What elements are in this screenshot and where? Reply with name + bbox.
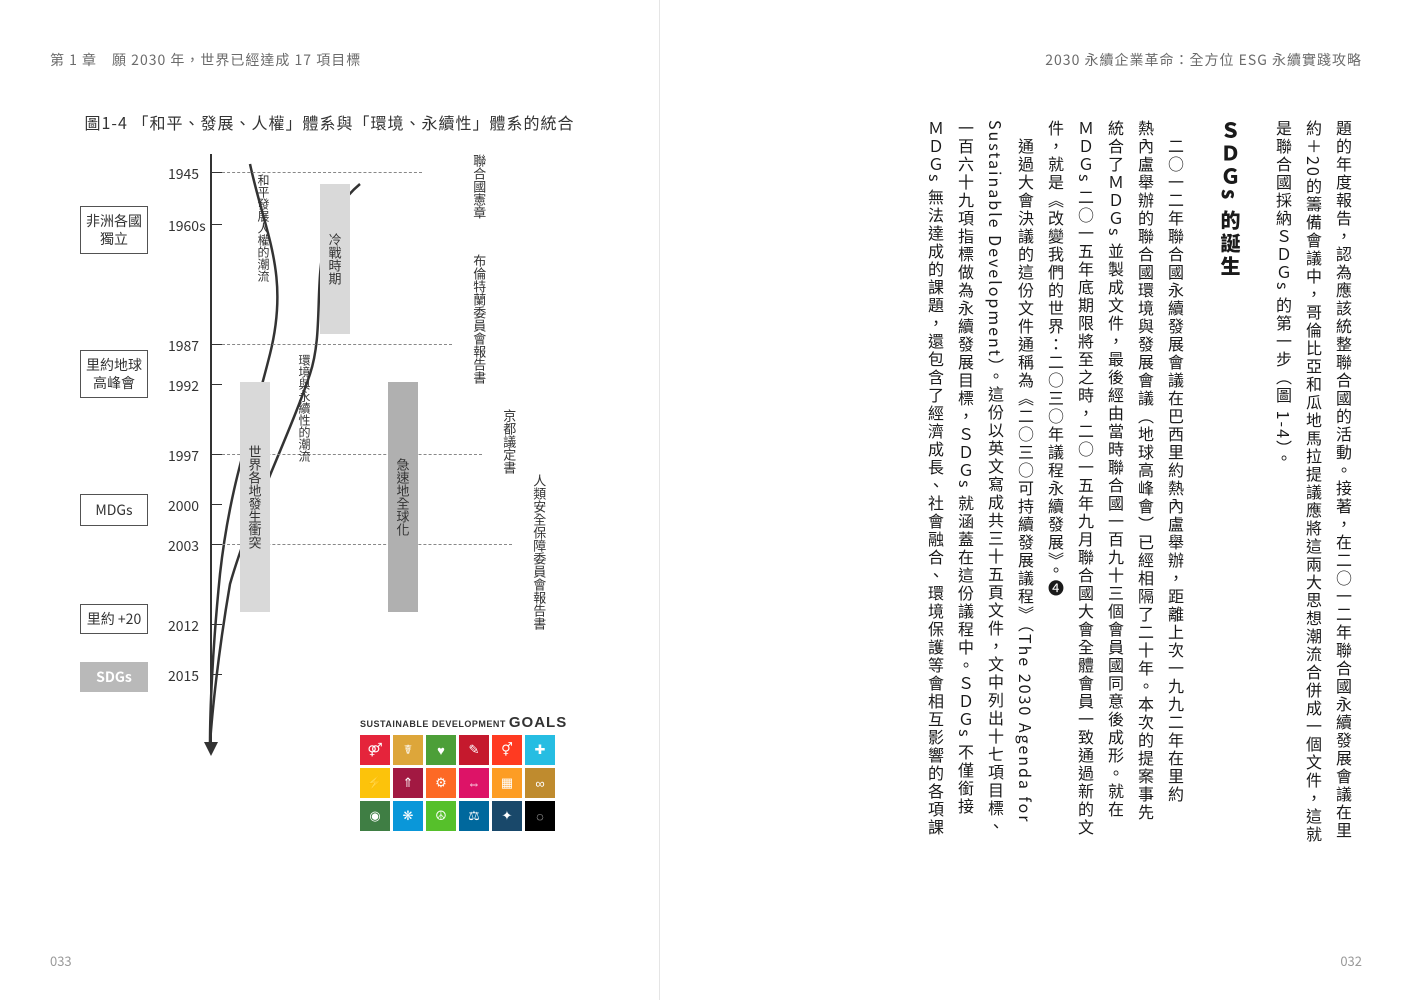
tick	[210, 674, 222, 675]
sdg-tile: ⚙	[426, 768, 456, 798]
body-column: 通過大會決議的這份文件通稱為《二○三○可持續發展議程》（The 2030 Age…	[1018, 120, 1034, 880]
sdg-grid: ⚤☤♥✎⚥✚ ⚡⇑⚙⇔▦∞ ◉❋☮⚖✦◌	[360, 735, 590, 831]
vertical-box: 急速地全球化	[388, 382, 418, 612]
year-label: 2015	[168, 666, 199, 686]
sdg-tile: ⚡	[360, 768, 390, 798]
year-label: 2012	[168, 616, 199, 636]
page-number-right: 032	[1340, 951, 1362, 970]
year-label: 2003	[168, 536, 199, 556]
body-column: 統合了ＭＤＧs 並製成文件，最後經由當時聯合國一百九十三個會員國同意後成形。就在	[1108, 120, 1124, 880]
year-label: 1945	[168, 164, 199, 184]
body-column: ＭＤＧs 無法達成的課題，還包含了經濟成長、社會融合、環境保護等會相互影響的各項…	[928, 120, 944, 880]
page-right: 2030 永續企業革命：全方位 ESG 永續實踐攻略 題的年度報告，認為應該統整…	[660, 0, 1412, 1000]
body-column: 熱內盧舉辦的聯合國環境與發展會議（地球高峰會）已經相隔了二十年。本次的提案事先	[1138, 120, 1154, 880]
sdg-tile: ☤	[393, 735, 423, 765]
sdg-tile: ▦	[492, 768, 522, 798]
sdg-goals-block: SUSTAINABLE DEVELOPMENT GOALS ⚤☤♥✎⚥✚ ⚡⇑⚙⇔…	[360, 714, 590, 831]
sdg-tile: ❋	[393, 801, 423, 831]
running-head-left: 第 1 章 願 2030 年，世界已經達成 17 項目標	[50, 50, 609, 70]
sdg-tile: ◌	[525, 801, 555, 831]
tick	[210, 624, 222, 625]
tick	[210, 384, 222, 385]
timeline-chart: SUSTAINABLE DEVELOPMENT GOALS ⚤☤♥✎⚥✚ ⚡⇑⚙⇔…	[50, 154, 610, 874]
year-label: 1960s	[168, 216, 206, 236]
vertical-box: 世界各地發生衝突	[240, 382, 270, 612]
dashed-line	[222, 172, 422, 173]
left-label: 里約地球高峰會	[80, 350, 148, 398]
body-column: Sustainable Development）。這份以英文寫成共三十五頁文件，…	[988, 120, 1004, 880]
column-gap	[1254, 120, 1262, 920]
sdg-tile: ⚤	[360, 735, 390, 765]
right-label: 人類安全保障委員會報告書	[530, 474, 548, 630]
tick	[210, 224, 222, 225]
left-label: 里約 +20	[80, 604, 148, 634]
sdg-tile: ⚖	[459, 801, 489, 831]
tick	[210, 544, 222, 545]
left-label: 非洲各國獨立	[80, 206, 148, 254]
running-head-right: 2030 永續企業革命：全方位 ESG 永續實踐攻略	[710, 50, 1362, 70]
sdg-tile: ✦	[492, 801, 522, 831]
dashed-line	[222, 344, 452, 345]
sdg-tile: ⇑	[393, 768, 423, 798]
right-label: 京都議定書	[500, 409, 518, 474]
curve-label: 和平發展人權的潮流	[255, 174, 272, 282]
body-column: 一百六十九項指標做為永續發展目標，ＳＤＧs 就涵蓋在這份議程中。ＳＤＧs 不僅銜…	[958, 120, 974, 880]
sdg-tile: ♥	[426, 735, 456, 765]
body-column: 二○一二年聯合國永續發展會議在巴西里約熱內盧舉辦，距離上次一九九二年在里約	[1168, 120, 1184, 880]
section-heading: ＳＤＧs 的誕生	[1220, 120, 1240, 880]
column-gap	[1198, 120, 1206, 920]
body-column: 件，就是《改變我們的世界：二○三○年議程永續發展》。❹	[1048, 120, 1064, 880]
year-label: 1997	[168, 446, 199, 466]
sdg-tile: ⚥	[492, 735, 522, 765]
sdg-goals-title: SUSTAINABLE DEVELOPMENT GOALS	[360, 714, 590, 731]
right-label: 聯合國憲章	[470, 154, 488, 219]
left-label: SDGs	[80, 662, 148, 692]
body-column: ＭＤＧs 二○一五年底期限將至之時，二○一五年九月聯合國大會全體會員一致通過新的…	[1078, 120, 1094, 880]
right-label: 布倫特蘭委員會報告書	[470, 254, 488, 384]
page-left: 第 1 章 願 2030 年，世界已經達成 17 項目標 圖1-4 「和平、發展…	[0, 0, 660, 1000]
tick	[210, 504, 222, 505]
tick	[210, 454, 222, 455]
figure-caption: 圖1-4 「和平、發展、人權」體系與「環境、永續性」體系的統合	[50, 110, 609, 134]
sdg-tile: ✎	[459, 735, 489, 765]
sdg-tile: ◉	[360, 801, 390, 831]
sdg-tile: ☮	[426, 801, 456, 831]
sdg-tile: ⇔	[459, 768, 489, 798]
body-text: 題的年度報告，認為應該統整聯合國的活動。接著，在二○一二年聯合國永續發展會議在里…	[740, 120, 1352, 920]
tick	[210, 344, 222, 345]
tick	[210, 172, 222, 173]
year-label: 2000	[168, 496, 199, 516]
vertical-box: 冷戰時期	[320, 184, 350, 334]
body-column: 題的年度報告，認為應該統整聯合國的活動。接著，在二○一二年聯合國永續發展會議在里	[1336, 120, 1352, 880]
sdg-tile: ∞	[525, 768, 555, 798]
page-number-left: 033	[50, 951, 72, 970]
body-column: 約＋20的籌備會議中，哥倫比亞和瓜地馬拉提議應將這兩大思想潮流合併成一個文件，這…	[1306, 120, 1322, 880]
curve-label: 環境與永續性的潮流	[296, 354, 313, 462]
left-label: MDGs	[80, 494, 148, 526]
year-label: 1992	[168, 376, 199, 396]
year-label: 1987	[168, 336, 199, 356]
body-column: 是聯合國採納ＳＤＧs 的第一步（圖 1-4）。	[1276, 120, 1292, 880]
sdg-tile: ✚	[525, 735, 555, 765]
